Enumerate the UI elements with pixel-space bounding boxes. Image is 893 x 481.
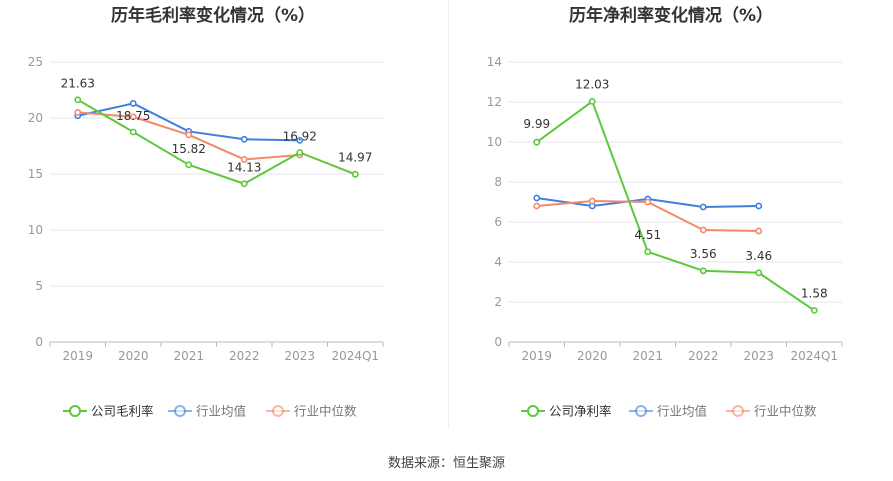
legend-label: 公司毛利率: [91, 404, 154, 419]
data-point-company: [644, 248, 652, 256]
data-point-company: [755, 269, 763, 277]
data-point-industry_avg: [240, 135, 248, 143]
legend-swatch-marker: [272, 405, 284, 417]
y-tick-label: 10: [28, 223, 43, 237]
series-line-company: [77, 98, 356, 185]
data-point-industry_avg: [296, 136, 304, 144]
y-tick-label: 15: [28, 167, 43, 181]
legend-swatch-marker: [174, 405, 186, 417]
y-tick-label: 25: [28, 55, 43, 69]
data-point-industry_median: [74, 109, 82, 116]
y-tick-label: 4: [494, 255, 502, 269]
data-point-company: [351, 170, 359, 178]
data-point-company: [699, 267, 707, 275]
y-tick-label: 0: [35, 335, 43, 349]
data-point-industry_median: [755, 227, 763, 235]
legend-swatch-marker: [69, 405, 81, 417]
legend-label: 行业中位数: [754, 404, 817, 419]
y-tick-label: 12: [487, 95, 502, 109]
data-point-industry_median: [699, 226, 707, 234]
data-point-industry_median: [533, 202, 541, 210]
panel-divider: [448, 0, 449, 428]
legend-label: 行业均值: [196, 404, 246, 419]
data-label: 9.99: [523, 117, 550, 131]
y-tick-label: 5: [35, 279, 43, 293]
legend-swatch-marker: [527, 405, 539, 417]
y-tick-label: 2: [494, 295, 502, 309]
data-point-industry_median: [588, 197, 596, 205]
data-point-industry_avg: [129, 100, 137, 107]
data-label: 14.97: [338, 150, 372, 164]
legend-label: 行业均值: [657, 404, 707, 419]
data-point-industry_avg: [533, 194, 541, 202]
data-point-industry_avg: [699, 203, 707, 211]
data-label: 3.56: [690, 247, 717, 261]
data-point-company: [74, 96, 82, 104]
x-tick-label: 2022: [688, 349, 719, 363]
y-tick-label: 14: [487, 55, 502, 69]
x-tick-label: 2024Q1: [331, 349, 379, 363]
y-tick-label: 0: [494, 335, 502, 349]
data-label: 21.63: [61, 77, 95, 91]
x-tick-label: 2021: [632, 349, 663, 363]
data-point-company: [588, 98, 596, 105]
y-tick-label: 8: [494, 175, 502, 189]
x-tick-label: 2023: [743, 349, 774, 363]
legend-swatch-marker: [732, 405, 744, 417]
data-label: 16.92: [283, 129, 317, 143]
y-tick-label: 6: [494, 215, 502, 229]
data-label: 18.75: [116, 109, 150, 123]
data-point-industry_median: [240, 156, 248, 163]
data-point-industry_median: [644, 198, 652, 206]
series-line-company: [536, 100, 815, 312]
legend-swatch-marker: [635, 405, 647, 417]
data-source: 数据来源：恒生聚源: [387, 456, 505, 471]
x-tick-label: 2022: [229, 349, 260, 363]
data-point-company: [810, 306, 818, 314]
data-label: 12.03: [575, 77, 609, 91]
x-tick-label: 2021: [173, 349, 204, 363]
chart-title: 历年净利率变化情况（%）: [569, 5, 773, 26]
data-label: 15.82: [172, 142, 206, 156]
x-tick-label: 2019: [62, 349, 93, 363]
data-point-company: [185, 161, 193, 169]
chart-title: 历年毛利率变化情况（%）: [111, 5, 315, 26]
x-tick-label: 2019: [521, 349, 552, 363]
y-tick-label: 20: [28, 111, 43, 125]
data-point-company: [533, 138, 541, 146]
data-label: 3.46: [745, 249, 772, 263]
data-point-company: [129, 128, 137, 136]
data-point-company: [296, 149, 304, 156]
data-point-industry_avg: [755, 202, 763, 210]
legend-label: 行业中位数: [294, 404, 357, 419]
legend-label: 公司净利率: [549, 404, 612, 419]
x-tick-label: 2020: [118, 349, 149, 363]
data-point-company: [240, 180, 248, 188]
x-tick-label: 2020: [577, 349, 608, 363]
x-tick-label: 2023: [284, 349, 315, 363]
data-label: 1.58: [801, 286, 828, 300]
x-tick-label: 2024Q1: [790, 349, 838, 363]
y-tick-label: 10: [487, 135, 502, 149]
data-label: 14.13: [227, 161, 261, 175]
series-line-industry_median: [536, 200, 759, 232]
data-point-industry_median: [185, 131, 193, 139]
data-label: 4.51: [634, 228, 661, 242]
data-point-industry_median: [129, 113, 137, 121]
